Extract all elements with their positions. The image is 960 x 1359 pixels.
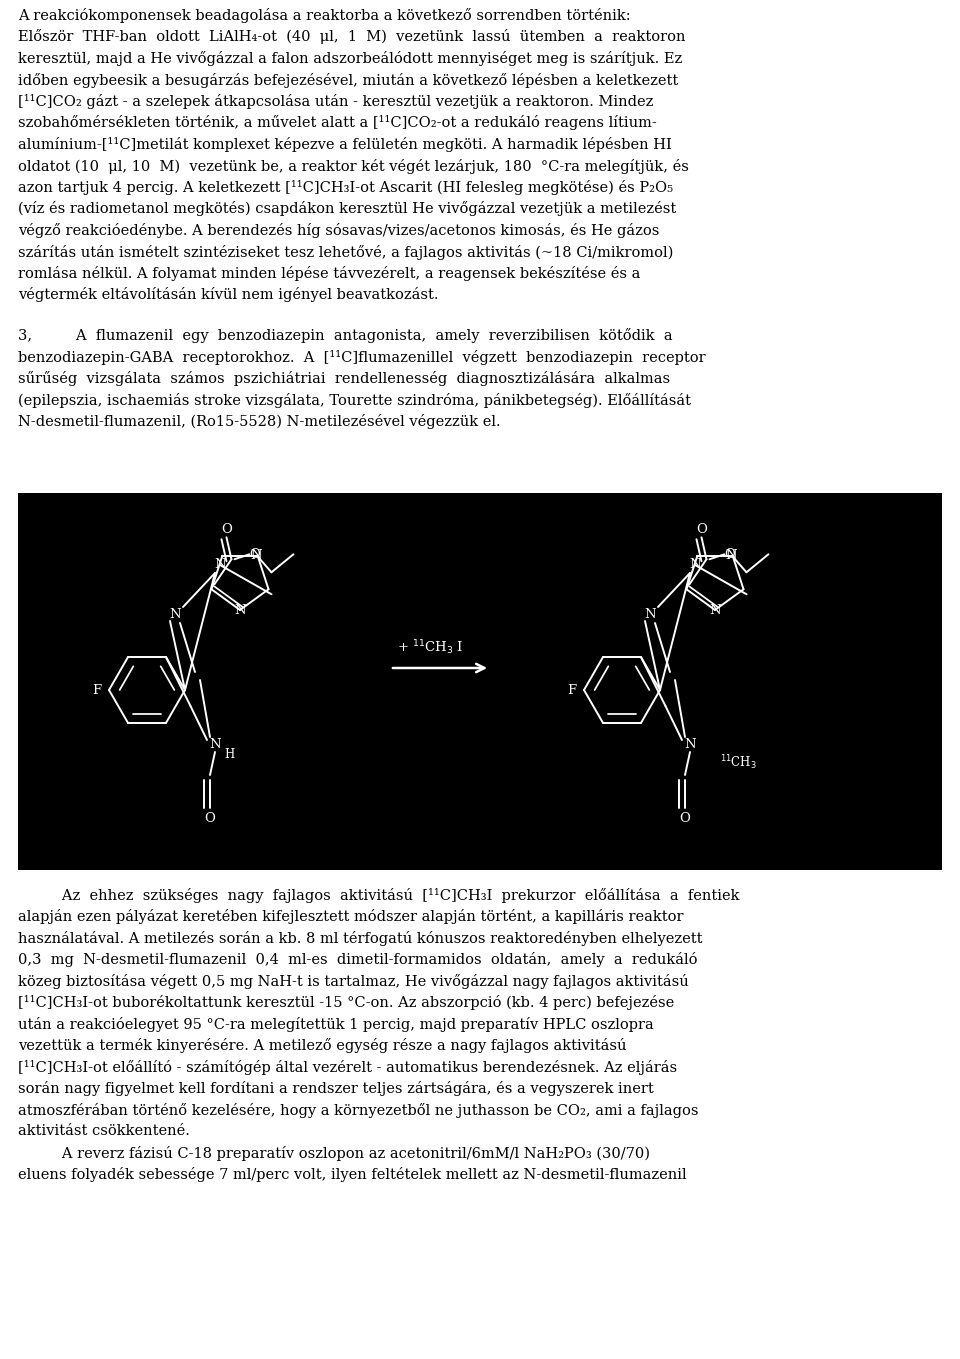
Text: szobahőmérsékleten történik, a művelet alatt a [¹¹C]CO₂-ot a redukáló reagens lí: szobahőmérsékleten történik, a művelet a… (18, 116, 657, 130)
Text: + $^{11}$CH$_3$ I: + $^{11}$CH$_3$ I (396, 639, 464, 658)
Text: (epilepszia, ischaemiás stroke vizsgálata, Tourette szindróma, pánikbetegség). E: (epilepszia, ischaemiás stroke vizsgálat… (18, 393, 691, 408)
Text: O: O (250, 548, 260, 561)
Text: $^{11}$CH$_3$: $^{11}$CH$_3$ (720, 754, 756, 772)
Text: sűrűség  vizsgálata  számos  pszichiátriai  rendellenesség  diagnosztizálására  : sűrűség vizsgálata számos pszichiátriai … (18, 371, 670, 386)
Bar (18, 493, 942, 870)
Text: alumínium-[¹¹C]metilát komplexet képezve a felületén megköti. A harmadik lépésbe: alumínium-[¹¹C]metilát komplexet képezve… (18, 137, 672, 152)
Text: N-desmetil-flumazenil, (Ro15-5528) N-metilezésével végezzük el.: N-desmetil-flumazenil, (Ro15-5528) N-met… (18, 414, 500, 429)
Text: időben egybeesik a besugárzás befejezésével, miután a következő lépésben a kelet: időben egybeesik a besugárzás befejezésé… (18, 72, 679, 87)
Text: romlása nélkül. A folyamat minden lépése távvezérelt, a reagensek bekészítése és: romlása nélkül. A folyamat minden lépése… (18, 266, 640, 281)
Text: N: N (709, 603, 721, 617)
Text: [¹¹C]CO₂ gázt - a szelepek átkapcsolása után - keresztül vezetjük a reaktoron. M: [¹¹C]CO₂ gázt - a szelepek átkapcsolása … (18, 94, 654, 109)
Text: végző reakcióedénybe. A berendezés híg sósavas/vizes/acetonos kimosás, és He gáz: végző reakcióedénybe. A berendezés híg s… (18, 223, 660, 238)
Text: N: N (725, 549, 736, 563)
Text: [¹¹C]CH₃I-ot előállító - számítógép által vezérelt - automatikus berendezésnek. : [¹¹C]CH₃I-ot előállító - számítógép álta… (18, 1060, 677, 1075)
Text: O: O (680, 811, 690, 825)
Text: végtermék eltávolításán kívül nem igényel beavatkozást.: végtermék eltávolításán kívül nem igénye… (18, 288, 439, 303)
Text: F: F (567, 684, 577, 697)
Text: 0,3  mg  N-desmetil-flumazenil  0,4  ml-es  dimetil-formamidos  oldatán,  amely : 0,3 mg N-desmetil-flumazenil 0,4 ml-es d… (18, 953, 698, 968)
Text: használatával. A metilezés során a kb. 8 ml térfogatú kónuszos reaktoredényben e: használatával. A metilezés során a kb. 8… (18, 931, 703, 946)
Text: O: O (204, 811, 215, 825)
Text: O: O (696, 523, 707, 535)
Text: O: O (221, 523, 232, 535)
Text: O: O (725, 548, 735, 561)
Text: N: N (250, 549, 261, 563)
Text: Az  ehhez  szükséges  nagy  fajlagos  aktivitású  [¹¹C]CH₃I  prekurzor  előállít: Az ehhez szükséges nagy fajlagos aktivit… (18, 887, 739, 902)
Text: 3,   A  flumazenil  egy  benzodiazepin  antagonista,  amely  reverzibilisen  köt: 3, A flumazenil egy benzodiazepin antago… (18, 329, 673, 344)
Text: közeg biztosítása végett 0,5 mg NaH-t is tartalmaz, He vivőgázzal nagy fajlagos : közeg biztosítása végett 0,5 mg NaH-t is… (18, 974, 688, 989)
Text: F: F (92, 684, 102, 697)
Text: N: N (209, 738, 221, 752)
Text: N: N (689, 559, 701, 572)
Text: N: N (169, 609, 180, 621)
Text: során nagy figyelmet kell fordítani a rendszer teljes zártságára, és a vegyszere: során nagy figyelmet kell fordítani a re… (18, 1082, 654, 1097)
Text: után a reakcióelegyet 95 °C-ra melegítettük 1 percig, majd preparatív HPLC oszlo: után a reakcióelegyet 95 °C-ra melegítet… (18, 1017, 654, 1031)
Text: keresztül, majd a He vivőgázzal a falon adszorbeálódott mennyiséget meg is szárí: keresztül, majd a He vivőgázzal a falon … (18, 52, 683, 67)
Text: atmoszférában történő kezelésére, hogy a környezetből ne juthasson be CO₂, ami a: atmoszférában történő kezelésére, hogy a… (18, 1104, 699, 1118)
Text: alapján ezen pályázat keretében kifejlesztett módszer alapján történt, a kapillá: alapján ezen pályázat keretében kifejles… (18, 909, 684, 924)
Text: N: N (644, 609, 656, 621)
Text: A reverz fázisú C-18 preparatív oszlopon az acetonitril/6mM/l NaH₂PO₃ (30/70): A reverz fázisú C-18 preparatív oszlopon… (18, 1146, 650, 1161)
Text: Először  THF-ban  oldott  LiAlH₄-ot  (40  μl,  1  M)  vezetünk  lassú  ütemben  : Először THF-ban oldott LiAlH₄-ot (40 μl,… (18, 30, 685, 45)
Text: N: N (234, 603, 246, 617)
Text: aktivitást csökkentené.: aktivitást csökkentené. (18, 1124, 190, 1139)
Text: benzodiazepin-GABA  receptorokhoz.  A  [¹¹C]flumazenillel  végzett  benzodiazepi: benzodiazepin-GABA receptorokhoz. A [¹¹C… (18, 349, 706, 364)
Text: vezettük a termék kinyerésére. A metilező egység része a nagy fajlagos aktivitás: vezettük a termék kinyerésére. A metilez… (18, 1038, 627, 1053)
Text: azon tartjuk 4 percig. A keletkezett [¹¹C]CH₃I-ot Ascarit (HI felesleg megkötése: azon tartjuk 4 percig. A keletkezett [¹¹… (18, 179, 673, 194)
Text: H: H (224, 749, 234, 761)
Text: A reakciókomponensek beadagolása a reaktorba a következő sorrendben történik:: A reakciókomponensek beadagolása a reakt… (18, 8, 631, 23)
Text: szárítás után ismételt szintéziseket tesz lehetővé, a fajlagos aktivitás (~18 Ci: szárítás után ismételt szintéziseket tes… (18, 245, 673, 260)
Text: (víz és radiometanol megkötés) csapdákon keresztül He vivőgázzal vezetjük a meti: (víz és radiometanol megkötés) csapdákon… (18, 201, 676, 216)
Text: [¹¹C]CH₃I-ot buborékoltattunk keresztül -15 °C-on. Az abszorpció (kb. 4 perc) be: [¹¹C]CH₃I-ot buborékoltattunk keresztül … (18, 995, 674, 1010)
Text: N: N (214, 559, 226, 572)
Text: oldatot (10  μl, 10  M)  vezetünk be, a reaktor két végét lezárjuk, 180  °C-ra m: oldatot (10 μl, 10 M) vezetünk be, a rea… (18, 159, 689, 174)
Text: eluens folyadék sebessége 7 ml/perc volt, ilyen feltételek mellett az N-desmetil: eluens folyadék sebessége 7 ml/perc volt… (18, 1167, 686, 1182)
Text: N: N (684, 738, 696, 752)
